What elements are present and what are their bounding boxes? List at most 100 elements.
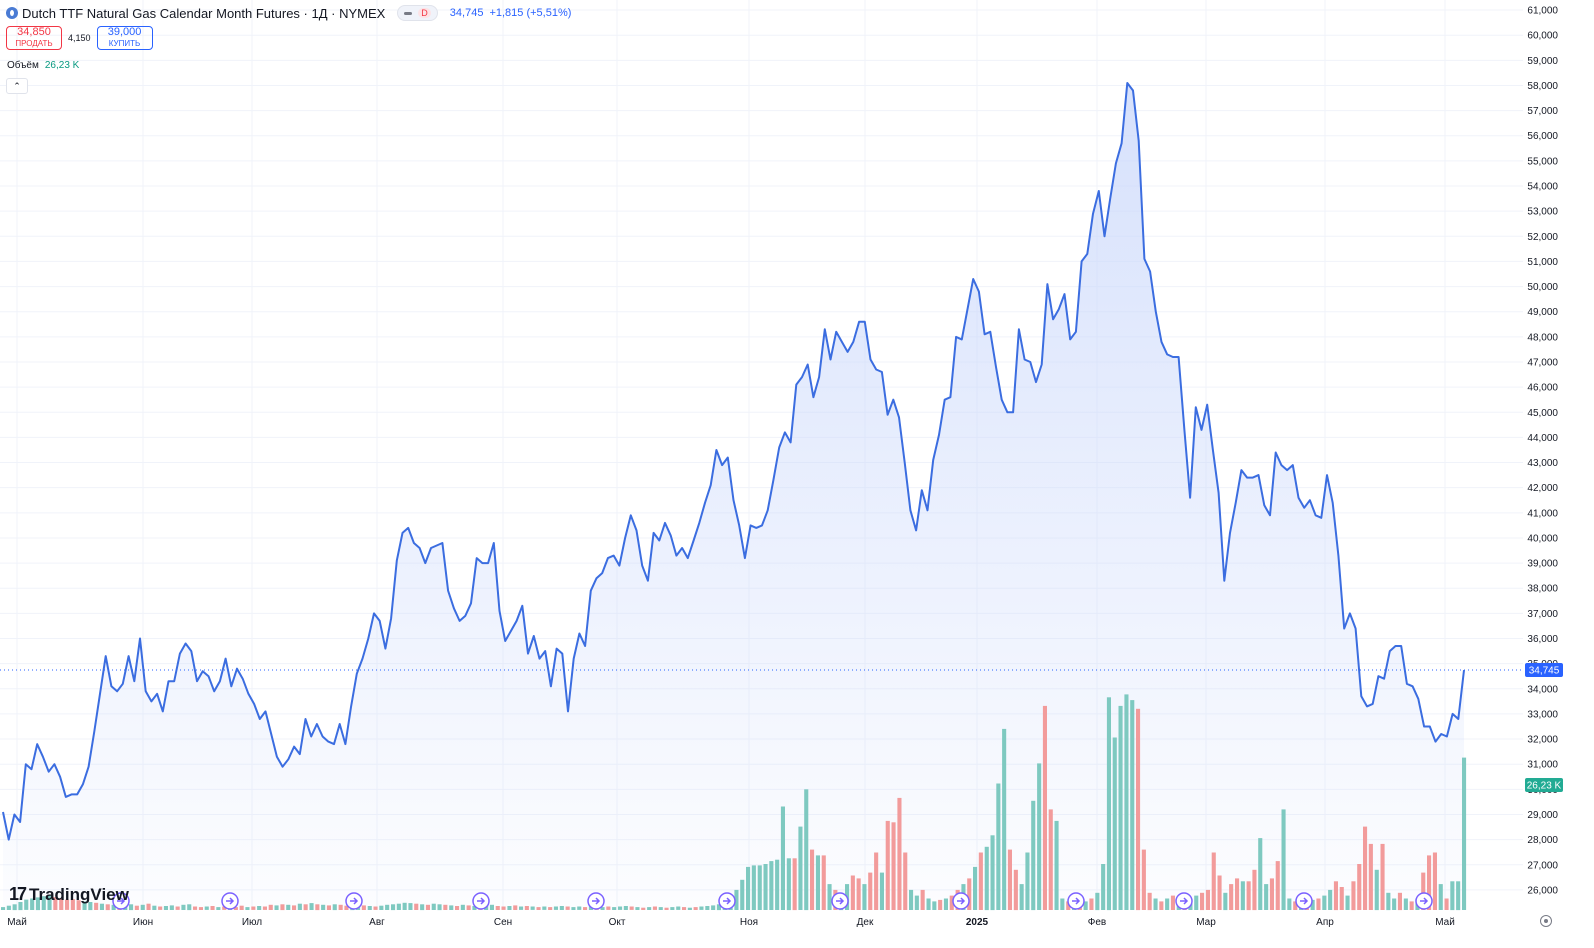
event-marker-icon [472,892,490,910]
volume-bar [210,906,215,910]
volume-bar [571,907,576,910]
buy-button[interactable]: 39,000 КУПИТЬ [96,26,153,50]
volume-bar [1363,826,1368,910]
volume-bar [134,905,139,910]
volume-bar [693,907,698,910]
volume-bar [1229,884,1234,910]
volume-bar [1287,898,1292,910]
volume-bar [792,858,797,911]
event-marker-arrow [957,897,966,905]
volume-bar [24,899,29,910]
volume-bar [140,904,145,910]
volume-bar [449,905,454,910]
price-tick-label: 36,000 [1527,634,1558,645]
volume-bar [292,905,297,910]
time-tick-label: Авг [369,917,385,928]
volume-bar [198,907,203,910]
volume-bar [629,906,634,910]
price-axis: 61,000 60,000 59,000 58,000 57,000 56,000 55,0… [1527,6,1558,897]
volume-legend[interactable]: Объём 26,23 K [7,60,79,71]
volume-bar [1281,809,1286,910]
volume-bar [868,872,873,910]
volume-bar [495,906,500,910]
time-tick-label: Фев [1088,917,1106,928]
collapse-legend-button[interactable]: ⌃ [6,78,28,94]
volume-bar [542,906,547,910]
volume-bar [751,865,756,910]
volume-bar [315,904,320,911]
volume-bar [1194,895,1199,910]
volume-bar [460,904,465,910]
tradingview-logo[interactable]: 17 TradingView [9,884,129,905]
volume-bar [903,852,908,910]
volume-bar [641,907,646,910]
volume-bar [1141,849,1146,910]
volume-bar [926,898,931,910]
volume-bar [524,906,529,910]
visibility-toggle[interactable]: D [397,5,438,21]
settings-gear-icon[interactable] [1540,915,1552,927]
volume-bar [280,904,285,911]
volume-bars [1,694,1467,911]
volume-bar [193,906,198,910]
hide-icon [404,11,413,15]
volume-bar [862,884,867,910]
volume-bar [82,901,87,910]
price-tick-label: 55,000 [1527,156,1558,167]
sell-button[interactable]: 34,850 ПРОДАТЬ [6,26,62,50]
volume-bar [775,859,780,910]
price-tick-label: 50,000 [1527,282,1558,293]
last-price-tag-label: 34,745 [1529,666,1560,677]
volume-bar [309,903,314,910]
volume-bar [897,797,902,910]
volume-bar [1403,898,1408,910]
time-tick-label: Май [7,917,27,928]
volume-bar [239,905,244,910]
volume-bar [949,895,954,910]
price-change: +1,815 (+5,51%) [489,7,572,19]
volume-bar [746,866,751,910]
volume-bar [152,905,157,910]
volume-bar [705,906,710,910]
volume-bar [606,906,611,910]
volume-bar [711,905,716,910]
volume-bar [437,904,442,911]
event-marker-icon [1175,892,1193,910]
price-line [2,82,1465,841]
volume-bar [815,855,820,910]
buy-label: КУПИТЬ [108,39,141,48]
volume-bar [1042,705,1047,910]
volume-bar [938,899,943,910]
volume-bar [1089,898,1094,910]
volume-bar [856,878,861,910]
volume-bar [507,906,512,910]
volume-bar [1235,878,1240,910]
volume-bar [1124,694,1129,910]
volume-bar [885,820,890,910]
volume-bar [1066,901,1071,910]
volume-bar [879,872,884,910]
price-tick-label: 57,000 [1527,106,1558,117]
event-marker-arrow [1072,897,1081,905]
price-area-fill [3,83,1464,910]
volume-bar [1438,884,1443,910]
tradingview-logo-icon: 17 [9,884,27,904]
price-tick-label: 39,000 [1527,559,1558,570]
price-tick-label: 59,000 [1527,56,1558,67]
price-line-path [2,82,1465,841]
volume-bar [367,906,372,910]
volume-bar [1159,901,1164,910]
volume-bar [1223,892,1228,911]
volume-bar [1205,889,1210,910]
price-tick-label: 48,000 [1527,332,1558,343]
event-marker-arrow [1180,897,1189,905]
volume-bar [1293,901,1298,910]
volume-tag-label: 26,23 K [1527,781,1562,792]
volume-bar [536,907,541,910]
price-tick-label: 60,000 [1527,31,1558,42]
sell-label: ПРОДАТЬ [15,39,53,48]
event-marker-icon [831,892,849,910]
symbol-title[interactable]: Dutch TTF Natural Gas Calendar Month Fut… [22,5,386,21]
volume-bar [647,907,652,910]
